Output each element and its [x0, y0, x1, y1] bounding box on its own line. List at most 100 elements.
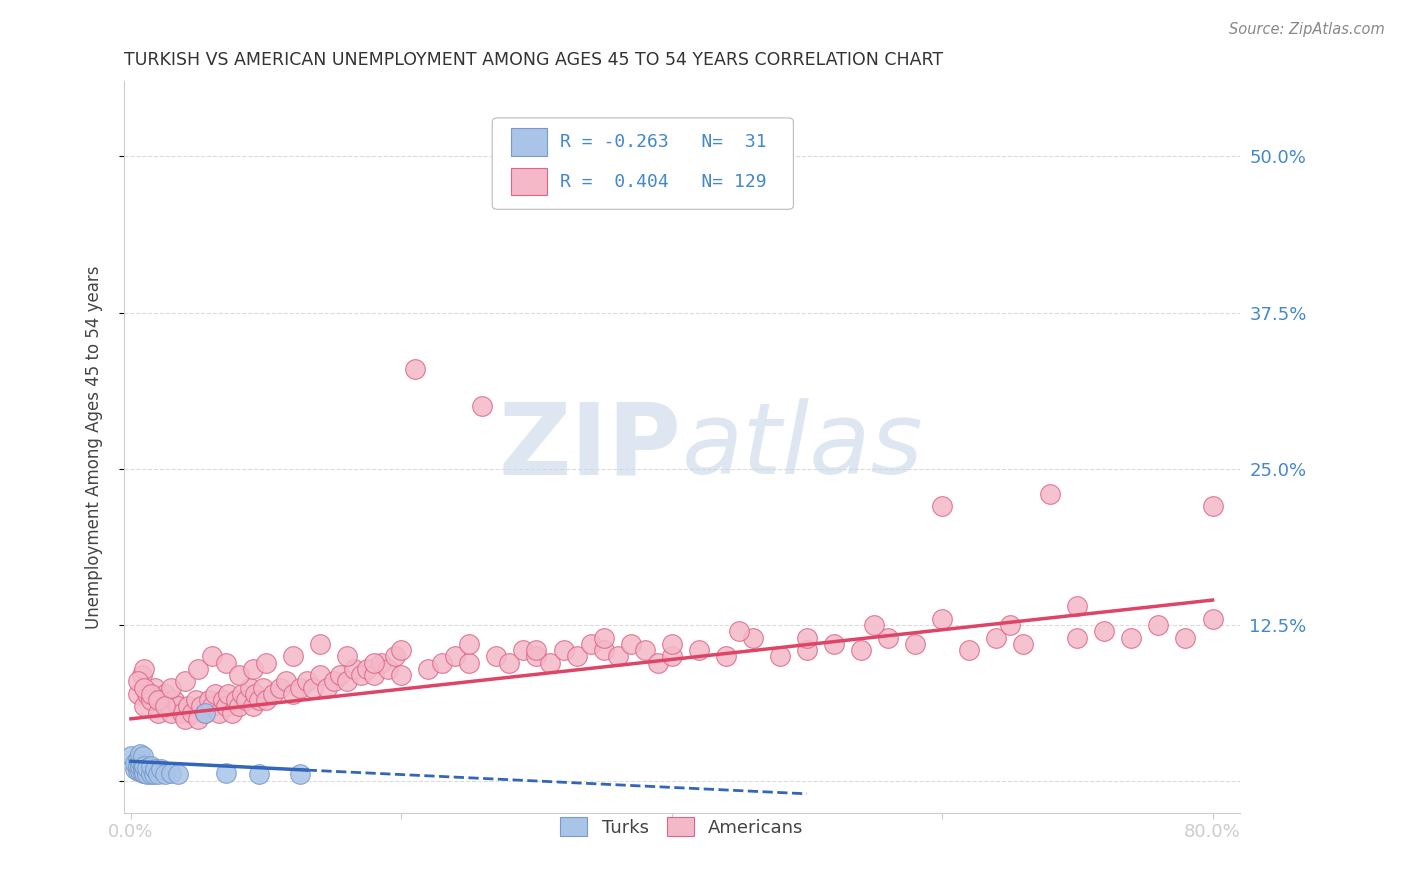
Point — [430, 656, 453, 670]
Point — [796, 631, 818, 645]
Point — [986, 631, 1008, 645]
Point — [194, 706, 217, 720]
Point — [201, 699, 224, 714]
Point — [180, 706, 202, 720]
Point — [661, 649, 683, 664]
Point — [167, 767, 190, 781]
Point — [620, 637, 643, 651]
FancyBboxPatch shape — [492, 118, 793, 210]
Point — [269, 681, 291, 695]
Point — [1121, 631, 1143, 645]
Point — [143, 681, 166, 695]
Point — [245, 687, 267, 701]
Point — [1201, 612, 1223, 626]
Point — [647, 656, 669, 670]
Point — [1066, 631, 1088, 645]
Point — [127, 752, 149, 766]
Point — [242, 699, 264, 714]
Point — [336, 674, 359, 689]
Point — [132, 756, 155, 771]
Point — [136, 767, 159, 781]
Point — [316, 681, 339, 695]
Point — [141, 693, 163, 707]
Point — [129, 747, 152, 761]
Point — [142, 767, 165, 781]
Point — [194, 706, 217, 720]
Point — [214, 699, 236, 714]
Point — [634, 643, 657, 657]
Point — [160, 765, 183, 780]
Point — [228, 699, 250, 714]
Point — [174, 674, 197, 689]
Point — [593, 643, 616, 657]
Point — [247, 693, 270, 707]
Point — [309, 637, 332, 651]
Point — [457, 637, 479, 651]
Text: TURKISH VS AMERICAN UNEMPLOYMENT AMONG AGES 45 TO 54 YEARS CORRELATION CHART: TURKISH VS AMERICAN UNEMPLOYMENT AMONG A… — [124, 51, 943, 69]
Point — [377, 662, 399, 676]
Point — [174, 712, 197, 726]
Point — [132, 765, 155, 780]
Point — [336, 649, 359, 664]
Point — [141, 767, 163, 781]
Point — [127, 687, 149, 701]
Point — [176, 699, 198, 714]
Point — [281, 649, 304, 664]
Point — [579, 637, 602, 651]
Point — [457, 656, 479, 670]
Point — [877, 631, 900, 645]
Point — [471, 400, 494, 414]
Point — [714, 649, 737, 664]
Point — [134, 662, 156, 676]
Point — [129, 764, 152, 779]
Point — [146, 767, 169, 781]
Point — [384, 649, 406, 664]
Point — [565, 649, 588, 664]
Point — [728, 624, 751, 639]
Point — [190, 699, 212, 714]
Point — [252, 681, 274, 695]
Point — [526, 649, 548, 664]
Point — [214, 765, 236, 780]
Point — [661, 637, 683, 651]
Point — [741, 631, 763, 645]
Point — [134, 759, 156, 773]
Point — [163, 693, 186, 707]
Point — [322, 674, 344, 689]
FancyBboxPatch shape — [512, 128, 547, 156]
Point — [129, 759, 152, 773]
Point — [242, 662, 264, 676]
Point — [363, 668, 385, 682]
Point — [187, 712, 209, 726]
Point — [769, 649, 792, 664]
Point — [904, 637, 927, 651]
Point — [389, 643, 412, 657]
Point — [485, 649, 508, 664]
Point — [849, 643, 872, 657]
Point — [141, 687, 163, 701]
Point — [172, 706, 194, 720]
Point — [526, 643, 548, 657]
Point — [262, 687, 284, 701]
Point — [136, 761, 159, 775]
Point — [160, 681, 183, 695]
Point — [153, 767, 176, 781]
Point — [153, 687, 176, 701]
Text: ZIP: ZIP — [499, 399, 682, 495]
Point — [124, 762, 146, 776]
Legend: Turks, Americans: Turks, Americans — [553, 810, 811, 844]
Point — [254, 693, 277, 707]
Point — [153, 699, 176, 714]
Point — [281, 687, 304, 701]
Point — [143, 762, 166, 776]
Point — [228, 668, 250, 682]
Point — [295, 674, 318, 689]
Point — [134, 699, 156, 714]
Point — [120, 749, 142, 764]
Point — [444, 649, 467, 664]
Point — [606, 649, 628, 664]
Point — [187, 662, 209, 676]
Point — [1147, 618, 1170, 632]
Point — [208, 706, 231, 720]
Point — [288, 681, 311, 695]
